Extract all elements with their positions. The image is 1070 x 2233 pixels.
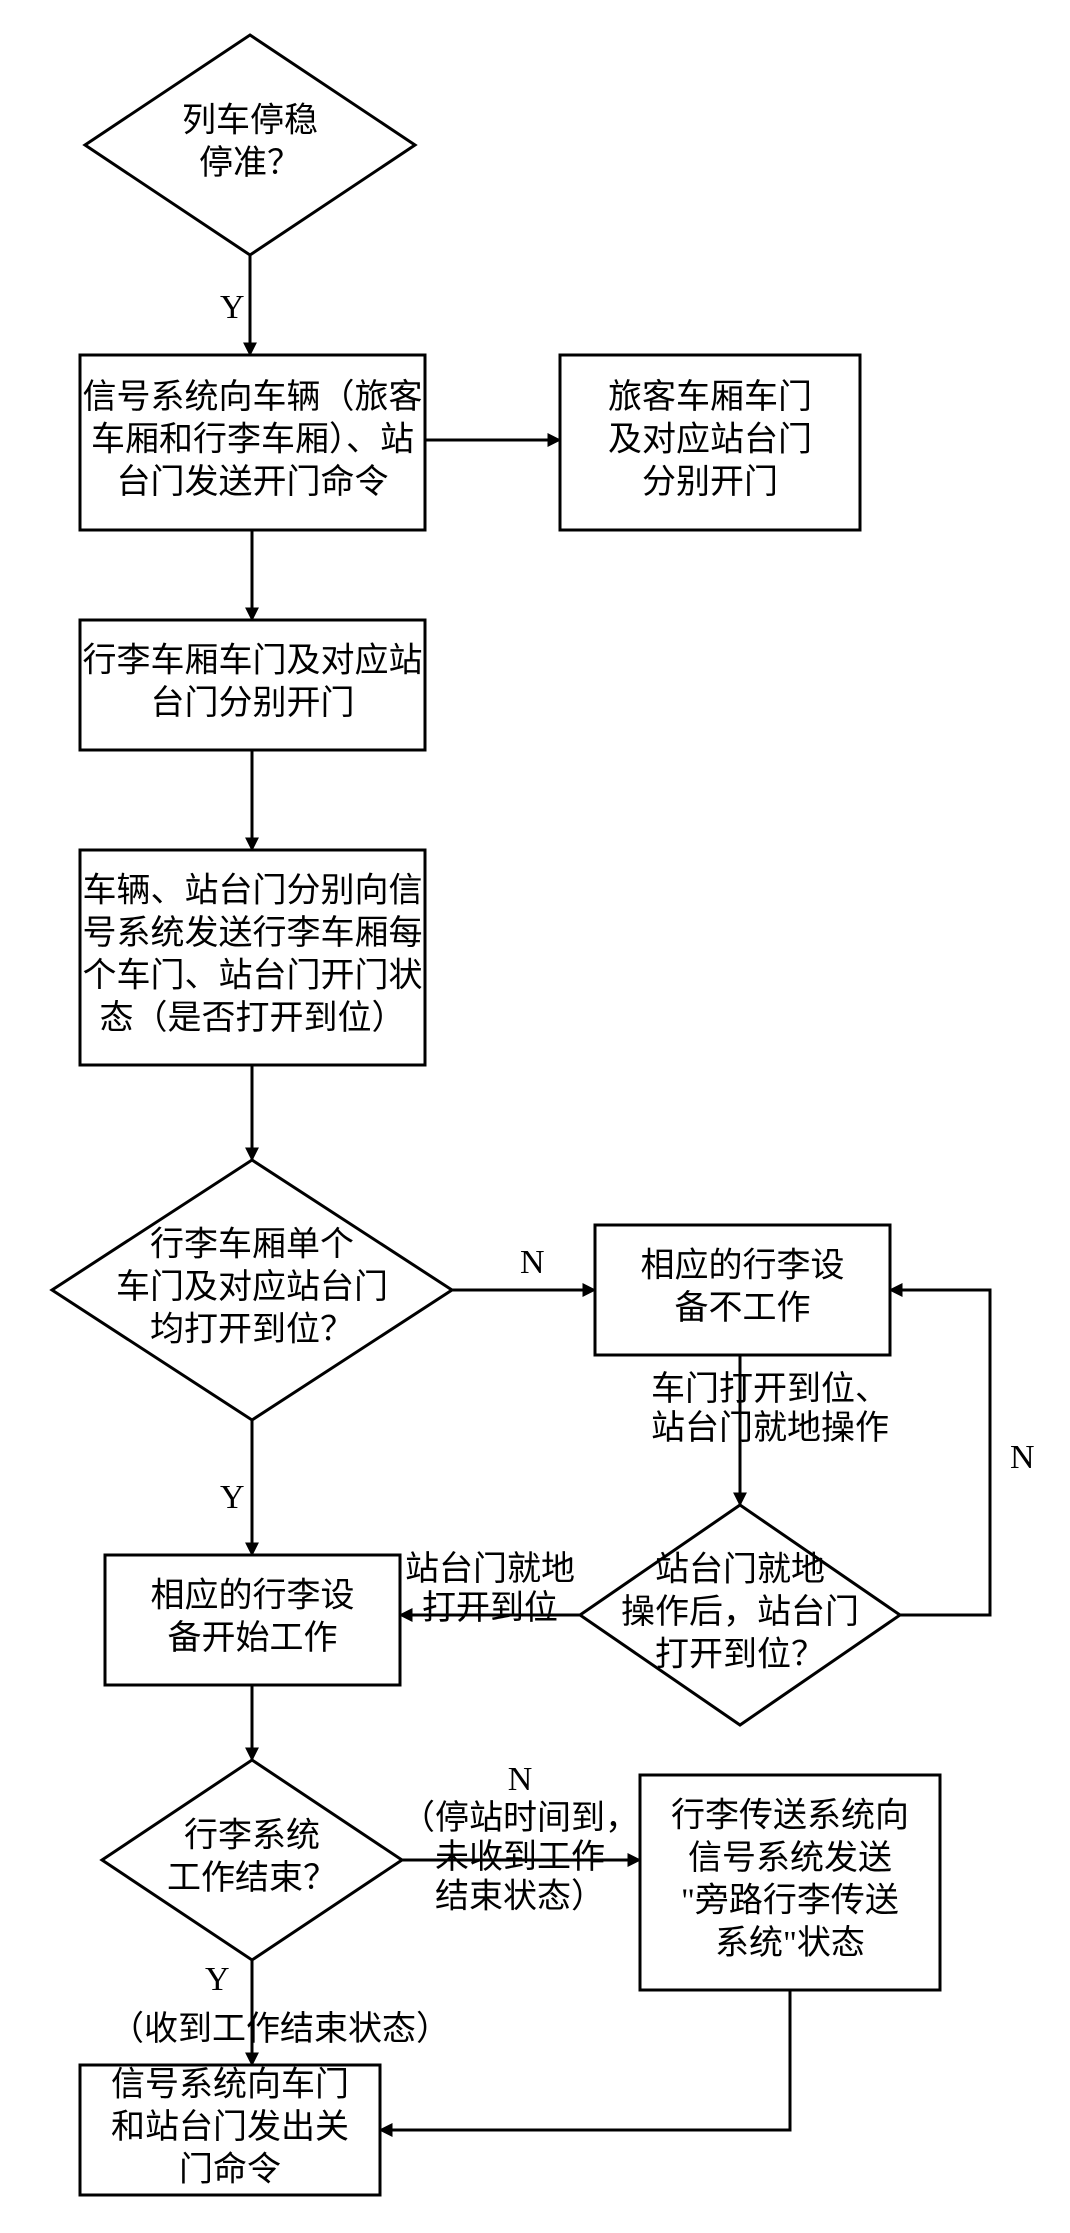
edge — [890, 1290, 990, 1615]
node-text: 分别开门 — [642, 463, 778, 501]
node-text: 备不工作 — [675, 1289, 811, 1327]
node-text: 列车停稳 — [182, 102, 318, 140]
edge-label: （停站时间到， — [401, 1799, 639, 1837]
node-text: 操作后，站台门 — [621, 1593, 859, 1631]
node-text: 和站台门发出关 — [111, 2108, 349, 2146]
node-text: 打开到位？ — [655, 1635, 825, 1673]
node-text: 车厢和行李车厢）、站 — [91, 420, 414, 458]
node-text: 备开始工作 — [168, 1619, 338, 1657]
node-text: 信号系统发送 — [688, 1839, 892, 1877]
node-text: 车门及对应站台门 — [116, 1268, 388, 1306]
node-text: 号系统发送行李车厢每 — [83, 914, 423, 952]
edge-label: N — [508, 1761, 533, 1798]
node-text: 行李系统 — [184, 1817, 320, 1855]
edge-label: 未收到工作 — [435, 1838, 605, 1876]
node-text: 相应的行李设 — [641, 1247, 845, 1285]
node-text: 均打开到位？ — [150, 1310, 354, 1348]
node-text: 行李车厢车门及对应站 — [83, 642, 423, 680]
node-text: 信号系统向车门 — [111, 2065, 349, 2103]
edge-label: Y — [220, 289, 245, 326]
flowchart-canvas: YNY车门打开到位、站台门就地操作N站台门就地打开到位N（停站时间到，未收到工作… — [0, 0, 1070, 2233]
node-text: "旁路行李传送 — [681, 1882, 899, 1920]
node-text: 台门分别开门 — [151, 684, 355, 722]
node-text: 系统"状态 — [715, 1924, 865, 1962]
edge-label: 车门打开到位、 — [651, 1370, 889, 1408]
node-text: 台门发送开门命令 — [117, 463, 389, 501]
node-text: 行李传送系统向 — [671, 1797, 909, 1835]
edge-label: 结束状态） — [435, 1877, 605, 1915]
edge-label: Y — [205, 1961, 230, 1998]
node-text: 旅客车厢车门 — [608, 378, 812, 416]
edge-label: 打开到位 — [422, 1589, 558, 1627]
node-text: 行李车厢单个 — [150, 1225, 354, 1263]
node-text: 个车门、站台门开门状 — [83, 957, 423, 995]
edge-label: 站台门就地 — [405, 1550, 575, 1588]
edge-label: 站台门就地操作 — [651, 1409, 889, 1447]
node-text: 相应的行李设 — [151, 1577, 355, 1615]
edge-label: Y — [220, 1479, 245, 1516]
node-text: 态（是否打开到位） — [100, 999, 406, 1037]
node-text: 停准？ — [199, 144, 301, 182]
edge-label: N — [1010, 1439, 1035, 1476]
node-text: 工作结束？ — [167, 1859, 337, 1897]
edge-label: N — [520, 1244, 545, 1281]
node-text: 信号系统向车辆（旅客 — [83, 378, 423, 416]
node-text: 站台门就地 — [655, 1550, 825, 1588]
node-text: 车辆、站台门分别向信 — [83, 872, 423, 910]
edge-label: （收到工作结束状态） — [110, 2010, 450, 2048]
node-text: 门命令 — [179, 2150, 281, 2188]
node-text: 及对应站台门 — [608, 420, 812, 458]
